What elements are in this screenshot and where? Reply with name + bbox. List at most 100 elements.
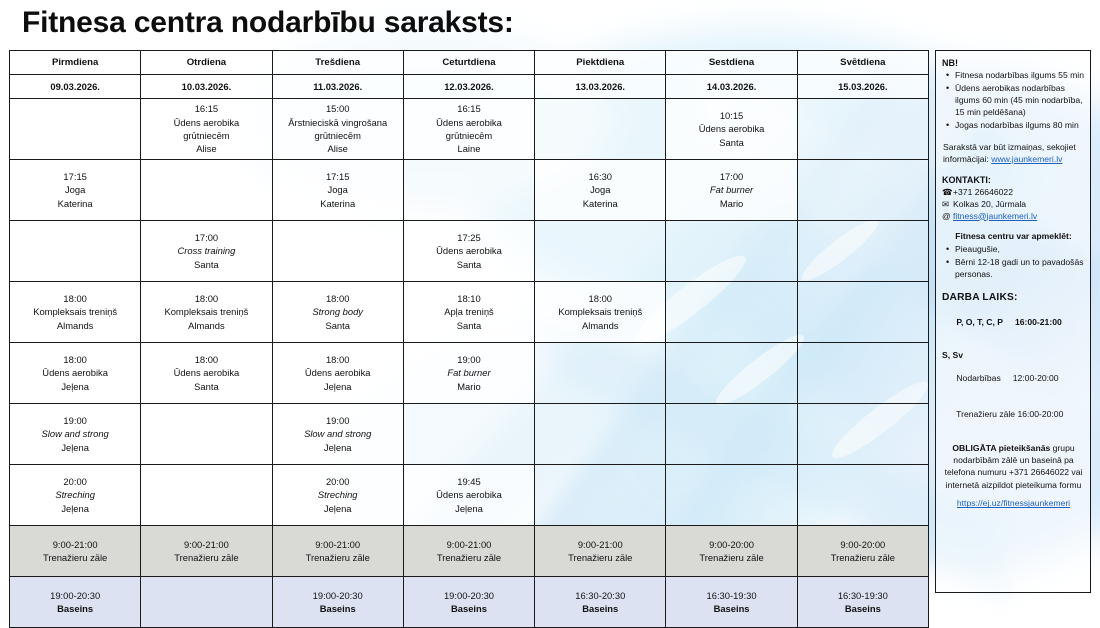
class-trainer: Katerina [582, 197, 618, 209]
pool-time: 16:30-20:30 [575, 589, 626, 601]
gym-time: 9:00-20:00 [709, 538, 754, 550]
empty-cell [402, 403, 536, 465]
class-cell: 18:00 Kompleksais treniņš Almands [140, 281, 273, 343]
pool-time: 16:30-19:30 [706, 589, 757, 601]
class-activity: Kompleksais treniņš [558, 306, 643, 318]
day-header-monday: Pirmdiena [8, 50, 142, 75]
gym-time: 9:00-20:00 [840, 538, 886, 550]
class-trainer: Alise [327, 143, 348, 155]
visit-item: Bērni 12-18 gadi un to pavadošās persona… [946, 256, 1085, 281]
pool-label: Baseins [319, 603, 356, 614]
class-trainer: Mario [457, 380, 481, 392]
class-time: 17:00 [719, 170, 744, 182]
class-trainer: Jeļena [61, 441, 89, 453]
class-cell: 19:00 Slow and strong Jeļena [8, 403, 142, 465]
day-header-friday: Piektdiena [534, 50, 667, 75]
class-trainer: Katerina [320, 197, 356, 209]
schedule-row: 17:00 Cross training Santa 17:25 Ūdens aerob… [8, 220, 930, 282]
nb-item: Ūdens aerobikas nodarbības ilgums 60 min… [946, 82, 1085, 119]
weekday-days: P, O, T, C, P [956, 316, 1003, 327]
gym-label: Trenažieru zāle [43, 552, 108, 563]
class-time: 15:00 [325, 103, 350, 115]
schedule-row: 19:00 Slow and strong Jeļena 19:00 Slow and … [8, 403, 930, 465]
class-trainer: Almands [188, 319, 225, 331]
class-time: 18:00 [588, 292, 612, 304]
class-time: 17:15 [63, 170, 87, 182]
booking-note: OBLIGĀTA pieteikšanās grupu nodarbībām z… [942, 442, 1085, 492]
class-activity: Ūdens aerobika [436, 245, 502, 257]
class-cell: 16:15 Ūdens aerobika grūtniecēm Laine [402, 98, 536, 160]
gym-cell: 9:00-21:00 Trenažieru zāle [271, 525, 404, 577]
class-trainer: Almands [56, 319, 94, 331]
class-time: 17:15 [325, 170, 350, 182]
phone-number: +371 26646022 [953, 186, 1013, 197]
empty-cell [534, 403, 667, 465]
class-trainer: Jeļena [323, 502, 352, 514]
class-cell: 17:00 Cross training Santa [140, 220, 273, 282]
class-activity2: grūtniecēm [314, 130, 361, 141]
class-activity: Fat burner [447, 367, 491, 379]
class-cell: 18:10 Apļa treniņš Santa [402, 281, 536, 343]
date-cell: 11.03.2026. [271, 74, 404, 99]
empty-cell [534, 342, 667, 404]
gym-cell: 9:00-21:00 Trenažieru zāle [534, 525, 667, 577]
website-link[interactable]: www.jaunkemeri.lv [991, 153, 1063, 164]
class-activity: Ārstnieciskā vingrošana [288, 116, 388, 128]
class-time: 18:00 [63, 292, 87, 304]
pool-label: Baseins [713, 603, 750, 614]
class-cell: 17:25 Ūdens aerobika Santa [402, 220, 536, 282]
pool-time: 19:00-20:30 [312, 589, 363, 601]
class-cell: 16:30 Joga Katerina [534, 159, 667, 221]
schedule-row: 17:15 Joga Katerina 17:15 Joga Katerina 16:30 J… [8, 159, 930, 221]
booking-form-link[interactable]: https://ej.uz/fitnessjaunkemeri [956, 498, 1071, 509]
class-time: 18:00 [325, 292, 350, 304]
pool-cell: 16:30-19:30 Baseins [665, 576, 798, 628]
pool-label: Baseins [57, 603, 94, 614]
nb-item: Jogas nodarbības ilgums 80 min [946, 119, 1085, 132]
gym-label: Trenažieru zāle [699, 552, 764, 563]
class-cell: 19:00 Fat burner Mario [402, 342, 536, 404]
class-time: 16:15 [457, 103, 481, 115]
date-cell: 10.03.2026. [140, 74, 273, 99]
empty-cell [534, 220, 667, 282]
class-cell: 16:15 Ūdens aerobika grūtniecēm Alise [140, 98, 273, 160]
class-time: 20:00 [63, 475, 87, 487]
contact-address: ✉ Kolkas 20, Jūrmala [942, 199, 1085, 211]
day-header-row: Pirmdiena Otrdiena Trešdiena Ceturtdiena… [8, 50, 930, 75]
empty-cell [8, 220, 142, 282]
email-link[interactable]: fitness@jaunkemeri.lv [953, 210, 1038, 221]
date-cell: 12.03.2026. [402, 74, 536, 99]
gym-time: 9:00-21:00 [315, 538, 361, 550]
gym-label: Trenažieru zāle [568, 552, 633, 563]
gym-label: Trenažieru zāle [174, 552, 239, 563]
weekend-classes-row: Nodarbības 12:00-20:00 [942, 361, 1085, 397]
nb-title: NB! [942, 58, 958, 68]
class-time: 19:45 [457, 475, 481, 487]
gym-time: 9:00-21:00 [184, 538, 229, 550]
gym-label: Trenažieru zāle [830, 552, 895, 563]
class-trainer: Katerina [57, 197, 93, 209]
phone-icon: ☎ [942, 186, 953, 197]
empty-cell [796, 403, 930, 465]
gym-cell: 9:00-20:00 Trenažieru zāle [796, 525, 930, 577]
visit-item: Pieaugušie, [946, 243, 1085, 256]
class-time: 17:00 [194, 231, 219, 243]
contact-email: @ fitness@jaunkemeri.lv [942, 211, 1085, 223]
visit-title: Fitnesa centru var apmeklēt: [955, 231, 1072, 242]
class-trainer: Jeļena [455, 502, 483, 514]
class-cell: 18:00 Kompleksais treniņš Almands [534, 281, 667, 343]
empty-cell [796, 220, 930, 282]
gym-label: Trenažieru zāle [305, 552, 370, 563]
empty-cell [796, 281, 930, 343]
weekend-classes-hours: 12:00-20:00 [1012, 373, 1059, 384]
day-header-saturday: Sestdiena [665, 50, 798, 75]
weekend-classes-label: Nodarbības [956, 373, 1001, 384]
class-cell: 17:15 Joga Katerina [271, 159, 404, 221]
schedule-row: 20:00 Streching Jeļena 20:00 Streching Jeļena… [8, 464, 930, 526]
class-cell: 18:00 Ūdens aerobika Santa [140, 342, 273, 404]
class-time: 19:00 [457, 353, 481, 365]
class-activity2: grūtniecēm [183, 130, 230, 141]
pool-cell: 19:00-20:30 Baseins [8, 576, 142, 628]
class-time: 20:00 [325, 475, 350, 487]
